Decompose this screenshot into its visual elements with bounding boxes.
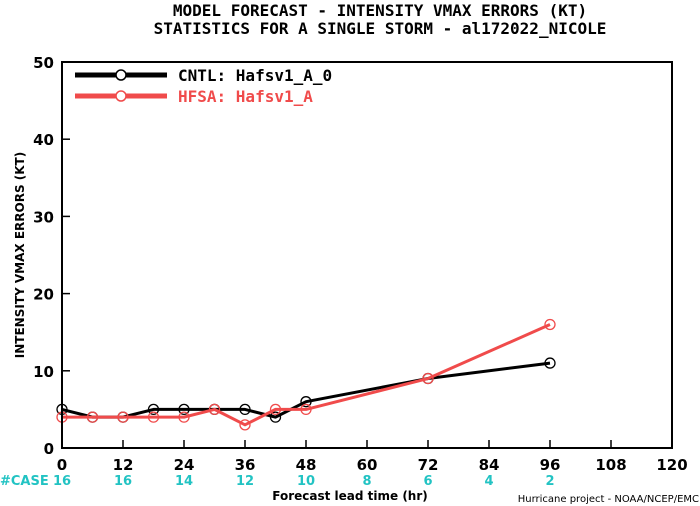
y-tick-label: 40 — [33, 131, 54, 149]
case-count: 2 — [545, 474, 554, 489]
x-tick-label: 48 — [296, 456, 317, 474]
data-point-hfsa — [239, 419, 251, 431]
cases-layer: 16 16 14 12 10 8 6 4 2 — [53, 474, 555, 489]
x-tick-label: 12 — [113, 456, 134, 474]
data-point-cntl — [300, 396, 312, 408]
credit-text: Hurricane project - NOAA/NCEP/EMC — [518, 494, 699, 505]
data-point-cntl — [269, 411, 282, 423]
x-tick-label: 72 — [418, 456, 439, 474]
data-point-hfsa — [117, 411, 129, 423]
x-tick-label: 0 — [57, 456, 67, 474]
case-count: 16 — [53, 474, 71, 489]
data-point-hfsa — [269, 403, 282, 416]
data-point-hfsa — [422, 372, 434, 385]
x-tick-label: 108 — [595, 456, 626, 474]
data-point-cntl — [544, 357, 556, 369]
data-point-hfsa — [208, 403, 221, 416]
series-layer — [56, 318, 556, 431]
data-point-cntl — [147, 403, 160, 416]
data-point-cntl — [239, 403, 251, 416]
data-point-hfsa — [147, 411, 160, 423]
legend: CNTL: Hafsv1_A_0 HFSA: Hafsv1_A — [75, 66, 332, 106]
case-count: 8 — [362, 474, 371, 489]
plot-frame — [61, 61, 673, 449]
chart-subtitle: STATISTICS FOR A SINGLE STORM - al172022… — [154, 19, 607, 38]
series-line-hfsa — [62, 323, 551, 427]
y-tick-label: 30 — [33, 208, 54, 226]
x-tick-label: 24 — [174, 456, 195, 474]
case-label: #CASE — [0, 474, 49, 489]
x-tick-label: 60 — [357, 456, 378, 474]
data-point-hfsa — [544, 318, 556, 331]
legend-marker-hfsa — [115, 90, 127, 102]
x-tick-label: 36 — [235, 456, 256, 474]
y-axis-label: INTENSITY VMAX ERRORS (KT) — [13, 152, 27, 358]
legend-label-cntl: CNTL: Hafsv1_A_0 — [178, 66, 332, 85]
ticks-layer: 0 12 24 36 48 60 72 84 96 108 120 0 10 20 30 40 50 — [33, 54, 688, 474]
data-point-hfsa — [300, 403, 312, 416]
y-tick-label: 10 — [33, 363, 54, 381]
y-tick-label: 50 — [33, 54, 54, 72]
data-point-hfsa — [178, 411, 190, 423]
chart-title: MODEL FORECAST - INTENSITY VMAX ERRORS (… — [173, 1, 587, 20]
data-point-cntl — [178, 403, 190, 416]
x-tick-label: 96 — [540, 456, 561, 474]
case-count: 12 — [236, 474, 254, 489]
data-point-hfsa — [86, 411, 99, 423]
case-count: 4 — [484, 474, 493, 489]
legend-label-hfsa: HFSA: Hafsv1_A — [178, 87, 313, 106]
case-count: 10 — [297, 474, 315, 489]
legend-marker-cntl — [115, 69, 127, 81]
x-tick-label: 120 — [656, 456, 687, 474]
x-tick-label: 84 — [479, 456, 500, 474]
case-count: 14 — [175, 474, 193, 489]
y-tick-label: 0 — [44, 440, 54, 458]
case-count: 16 — [114, 474, 132, 489]
x-axis-label: Forecast lead time (hr) — [272, 489, 428, 503]
y-tick-label: 20 — [33, 286, 54, 304]
case-count: 6 — [423, 474, 432, 489]
